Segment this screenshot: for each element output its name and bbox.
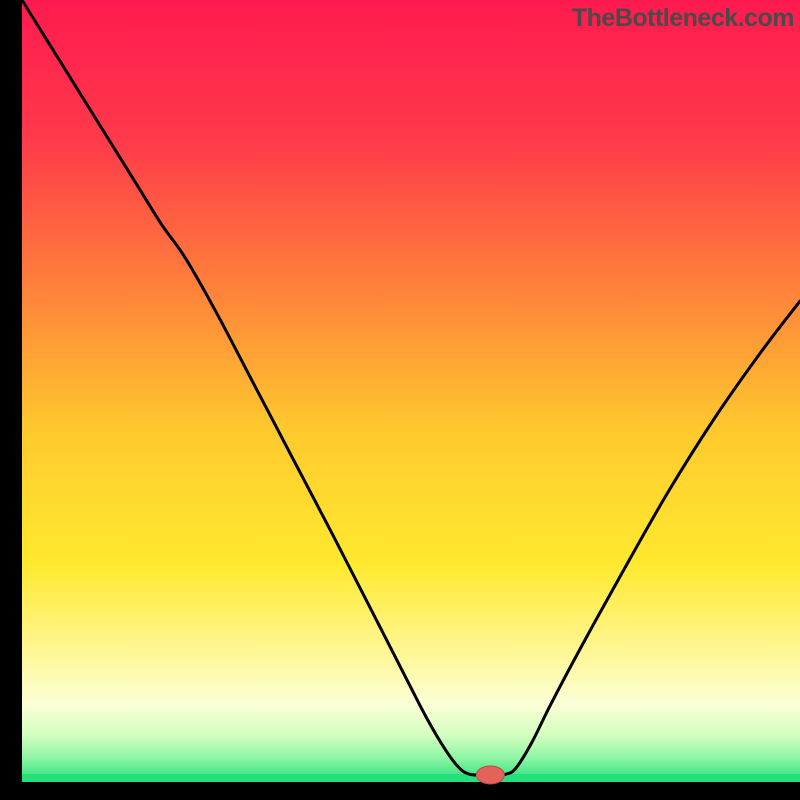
optimum-marker [476,766,504,784]
bottom-green-strip [22,774,800,782]
bottleneck-chart: TheBottleneck.com [0,0,800,800]
watermark-text: TheBottleneck.com [572,4,794,33]
chart-svg [0,0,800,800]
plot-background [22,0,800,782]
